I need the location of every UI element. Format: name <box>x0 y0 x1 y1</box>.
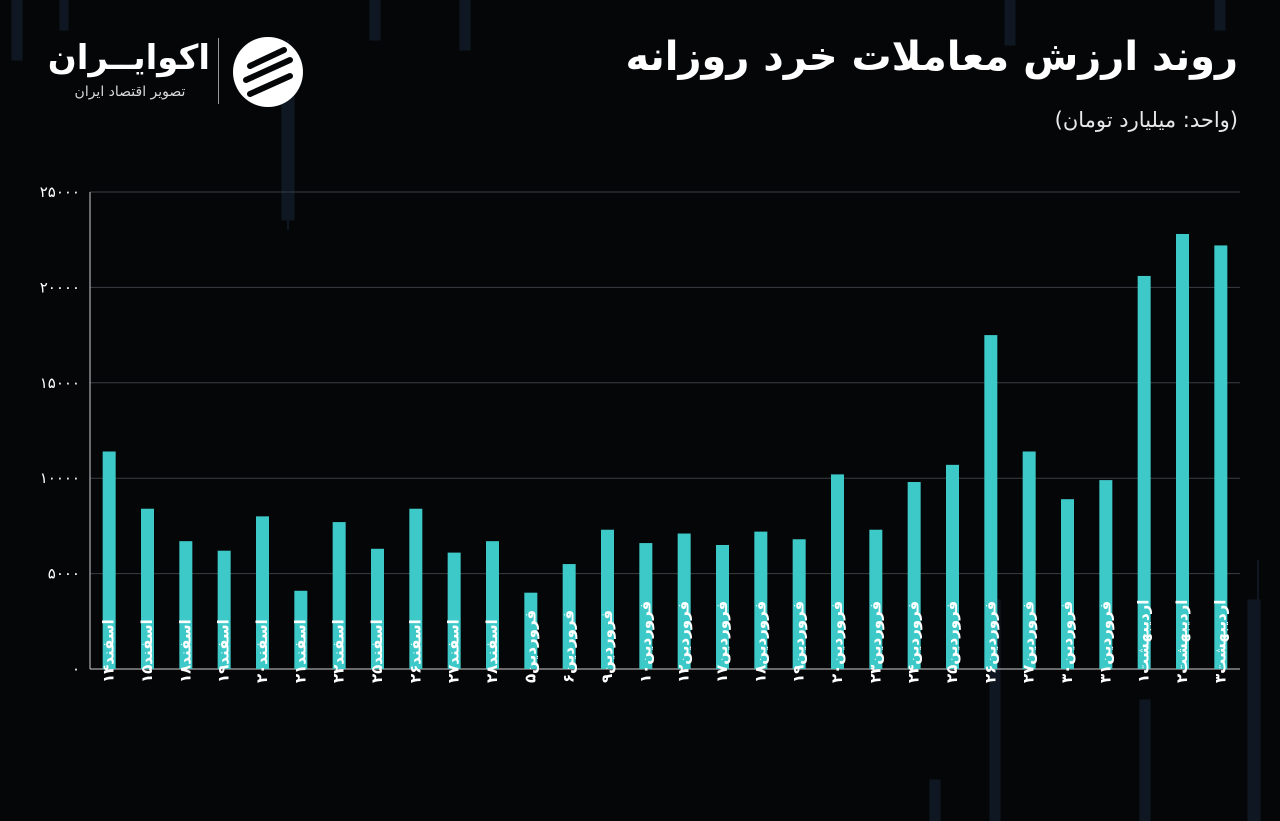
bar <box>447 552 461 669</box>
bar <box>1061 499 1074 669</box>
x-tick-label: فروردین۶ <box>560 610 578 683</box>
chart-unit: (واحد: میلیارد تومان) <box>1054 108 1238 132</box>
logo-divider <box>218 38 219 104</box>
y-tick-label: ۰ <box>72 660 80 678</box>
logo: اکوایــران تصویر اقتصاد ایران <box>47 36 320 108</box>
x-tick-label: فروردین۱۲ <box>675 601 693 683</box>
x-tick-label: اردیبهشت۲ <box>1173 600 1191 683</box>
bar <box>984 335 998 669</box>
bar <box>1137 275 1151 669</box>
bar <box>371 548 384 669</box>
bar <box>1176 233 1189 669</box>
x-tick-label: اسفند۱۸ <box>176 619 194 683</box>
bar <box>831 474 844 669</box>
x-tick-label: فروردین۲۵ <box>943 601 961 683</box>
x-tick-label: فروردین۱۷ <box>713 601 731 683</box>
x-tick-label: فروردین۲۷ <box>1020 601 1038 683</box>
x-tick-label: اسفند۲۸ <box>483 619 501 683</box>
x-tick-label: اسفند۲۲ <box>330 619 348 683</box>
x-tick-label: اسفند۲۱ <box>291 619 309 683</box>
chart-title: روند ارزش معاملات خرد روزانه <box>625 34 1238 80</box>
bar <box>562 564 576 669</box>
bar <box>141 508 154 669</box>
bar <box>601 529 614 669</box>
bar <box>179 541 193 669</box>
y-tick-label: ۲۰۰۰۰ <box>40 278 80 296</box>
x-tick-label: فروردین۳۰ <box>1058 601 1076 683</box>
logo-tagline: تصویر اقتصاد ایران <box>74 84 186 100</box>
x-tick-label: اسفند۲۰ <box>253 619 271 683</box>
x-tick-label: فروردین۵ <box>521 610 539 683</box>
bar <box>217 550 231 669</box>
bar <box>869 529 883 669</box>
bar <box>639 543 653 669</box>
x-tick-label: اسفند۱۹ <box>215 619 233 683</box>
bar <box>946 464 959 669</box>
x-tick-label: اردیبهشت۱ <box>1135 600 1153 683</box>
x-tick-label: اسفند۲۶ <box>406 619 424 683</box>
bar <box>1099 480 1113 669</box>
x-tick-label: فروردین۹ <box>598 610 616 683</box>
x-tick-label: اسفند۲۵ <box>368 619 386 683</box>
y-tick-label: ۲۵۰۰۰ <box>40 183 80 201</box>
x-tick-label: اسفند۲۷ <box>445 619 463 683</box>
x-tick-label: فروردین۲۴ <box>905 601 923 683</box>
x-tick-label: فروردین۲۳ <box>866 601 884 683</box>
y-tick-label: ۵۰۰۰ <box>48 565 80 583</box>
bar <box>102 451 116 669</box>
x-tick-label: فروردین۲۰ <box>828 601 846 683</box>
y-tick-label: ۱۵۰۰۰ <box>40 374 80 392</box>
bar <box>907 482 921 669</box>
bar <box>677 533 691 669</box>
y-tick-label: ۱۰۰۰۰ <box>40 469 80 487</box>
ecoiran-logo-icon <box>233 37 303 107</box>
bar <box>716 544 729 669</box>
bar <box>754 531 768 669</box>
bar <box>1022 451 1036 669</box>
x-tick-label: اسفند۱۴ <box>100 619 118 683</box>
bar <box>256 516 269 669</box>
bar <box>409 508 423 669</box>
x-tick-label: فروردین۳۱ <box>1096 601 1114 683</box>
x-tick-label: فروردین۱۹ <box>790 601 808 683</box>
logo-name: اکوایــران <box>47 38 210 78</box>
x-tick-label: اردیبهشت۳ <box>1211 600 1229 683</box>
x-tick-label: فروردین۲۶ <box>981 601 999 683</box>
x-tick-label: فروردین۱۸ <box>751 601 769 683</box>
x-tick-label: فروردین۱۰ <box>636 601 654 683</box>
bar <box>792 539 806 669</box>
bar <box>486 541 499 669</box>
bar <box>1214 245 1228 669</box>
bar <box>294 590 308 669</box>
bar <box>524 592 538 669</box>
x-tick-label: اسفند۱۵ <box>138 619 156 683</box>
bar <box>332 522 346 669</box>
